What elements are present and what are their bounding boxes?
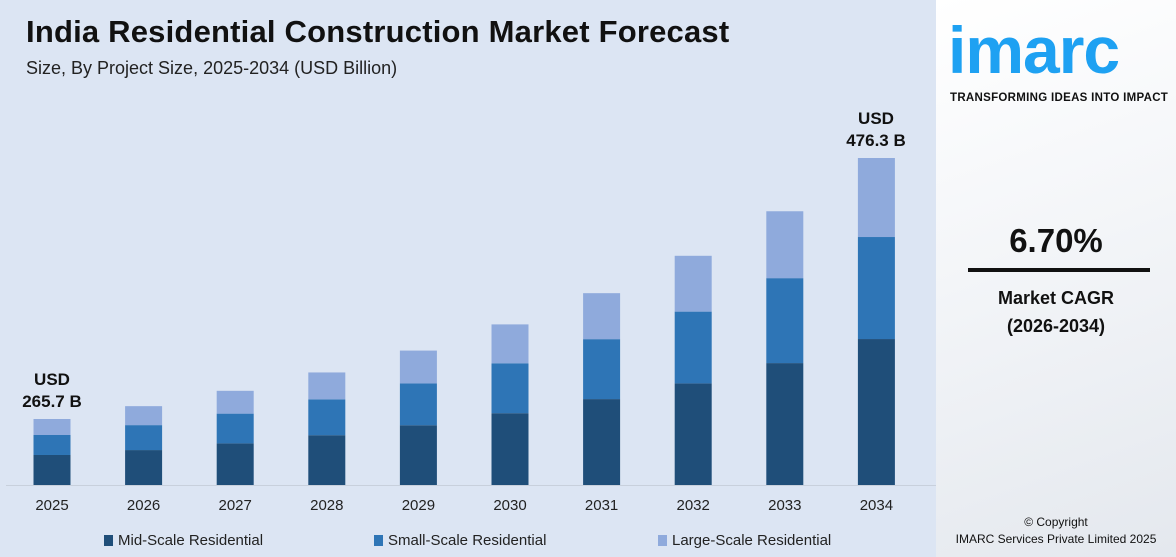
legend-swatch [658,535,667,546]
annotation-currency: USD [858,109,894,128]
company-name: IMARC Services Private Limited 2025 [955,532,1157,546]
cagr-period: (2026-2034) [1006,316,1106,336]
cagr-label: Market CAGR (2026-2034) [936,284,1176,340]
bar-segment-mid-scale-residential-2034 [857,339,895,485]
bar-segment-small-scale-residential-2032 [674,311,712,384]
x-tick-label: 2027 [219,497,252,514]
bar-segment-small-scale-residential-2030 [491,363,529,414]
bar-segment-small-scale-residential-2025 [33,434,71,455]
x-tick-label: 2028 [310,497,343,514]
bar-segment-large-scale-residential-2032 [674,255,712,312]
annotation-value: 265.7 B [22,392,82,411]
x-tick-label: 2026 [127,497,160,514]
start-value-annotation: USD 265.7 B [0,369,112,413]
bar-segment-large-scale-residential-2030 [491,324,529,364]
bar-segment-small-scale-residential-2027 [216,413,254,444]
bar-segment-mid-scale-residential-2030 [491,413,529,485]
bar-segment-large-scale-residential-2025 [33,419,71,435]
imarc-logo: imarc [948,13,1120,87]
bar-segment-large-scale-residential-2028 [308,372,346,400]
legend-item-mid-scale: Mid-Scale Residential [104,532,263,549]
bar-segment-small-scale-residential-2034 [857,237,895,340]
bar-segment-large-scale-residential-2029 [399,350,437,384]
copyright-text: © Copyright [1024,515,1088,529]
copyright: © Copyright IMARC Services Private Limit… [936,514,1176,548]
x-tick-label: 2029 [402,497,435,514]
bar-segment-mid-scale-residential-2033 [766,363,804,485]
cagr-value: 6.70% [1009,222,1103,259]
info-panel: imarc TRANSFORMING IDEAS INTO IMPACT 6.7… [936,0,1176,557]
x-tick-label: 2030 [493,497,526,514]
bar-segment-small-scale-residential-2031 [583,339,621,400]
bar-segment-large-scale-residential-2027 [216,390,254,414]
legend-item-large-scale: Large-Scale Residential [658,532,831,549]
bar-segment-mid-scale-residential-2029 [399,425,437,485]
bar-segment-large-scale-residential-2026 [125,406,163,426]
bar-segment-mid-scale-residential-2028 [308,435,346,485]
x-tick-label: 2034 [860,497,893,514]
x-tick-label: 2031 [585,497,618,514]
annotation-currency: USD [34,370,70,389]
x-tick-label: 2033 [768,497,801,514]
bar-segment-small-scale-residential-2028 [308,399,346,436]
chart-subtitle: Size, By Project Size, 2025-2034 (USD Bi… [26,58,398,78]
cagr-label-text: Market CAGR [997,288,1115,308]
bar-segment-small-scale-residential-2033 [766,278,804,364]
bar-segment-mid-scale-residential-2031 [583,399,621,485]
chart-title: India Residential Construction Market Fo… [26,14,730,49]
legend-swatch [104,535,113,546]
legend-item-small-scale: Small-Scale Residential [374,532,546,549]
bar-segment-large-scale-residential-2031 [583,293,621,340]
legend-label: Mid-Scale Residential [118,532,264,549]
legend-label: Small-Scale Residential [388,532,547,549]
bar-segment-large-scale-residential-2034 [857,158,895,238]
legend-label: Large-Scale Residential [672,532,832,549]
chart-area: India Residential Construction Market Fo… [0,14,936,549]
stacked-bar-chart: 2025 2026 2027 2028 2029 2030 2031 2032 2033 2034 [6,158,936,514]
bar-segment-mid-scale-residential-2026 [125,450,163,485]
annotation-value: 476.3 B [846,131,906,150]
bar-segment-large-scale-residential-2033 [766,211,804,279]
legend-swatch [374,535,383,546]
bar-segment-small-scale-residential-2026 [125,425,163,451]
bar-segment-mid-scale-residential-2027 [216,443,254,485]
bar-segment-mid-scale-residential-2025 [33,454,71,485]
end-value-annotation: USD 476.3 B [816,108,936,152]
x-tick-label: 2025 [35,497,68,514]
divider [968,268,1150,272]
bar-segment-small-scale-residential-2029 [399,383,437,426]
bar-segment-mid-scale-residential-2032 [674,383,712,485]
x-tick-label: 2032 [677,497,710,514]
logo-tagline: TRANSFORMING IDEAS INTO IMPACT [950,92,1169,104]
